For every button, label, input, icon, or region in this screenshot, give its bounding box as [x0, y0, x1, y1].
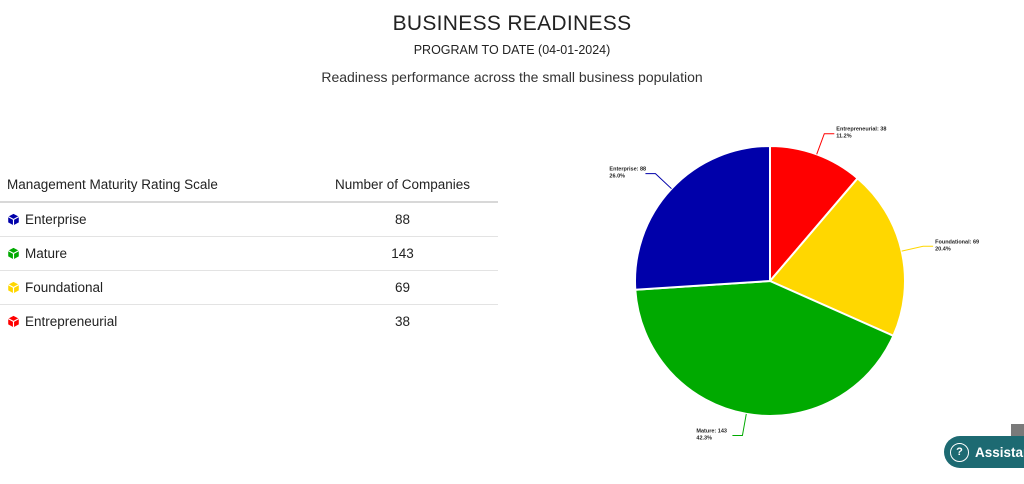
- cube-icon: [7, 281, 20, 294]
- page-title: BUSINESS READINESS: [392, 12, 632, 35]
- cube-icon: [7, 315, 20, 328]
- cube-edges: [7, 284, 20, 294]
- row-label-cell: Foundational: [0, 280, 307, 295]
- slice-percent-foundational: 20.4%: [935, 246, 951, 252]
- row-label-cell: Mature: [0, 246, 307, 261]
- cube-edges: [7, 216, 20, 226]
- column-header-count: Number of Companies: [334, 176, 471, 192]
- table-row: Mature 143: [0, 237, 498, 271]
- table-header: Management Maturity Rating Scale Number …: [0, 167, 498, 203]
- scroll-corner: [1011, 424, 1024, 436]
- row-count: 88: [394, 212, 411, 227]
- cube-icon: [7, 247, 20, 260]
- maturity-table: Management Maturity Rating Scale Number …: [0, 167, 498, 338]
- slice-percent-enterprise: 26.0%: [609, 174, 625, 180]
- assistance-button[interactable]: ? Assistance: [944, 436, 1024, 468]
- slice-percent-mature: 42.3%: [696, 436, 712, 442]
- row-label: Foundational: [25, 280, 104, 295]
- row-label-cell: Enterprise: [0, 212, 307, 227]
- slice-label-foundational: Foundational: 69: [935, 239, 979, 245]
- row-label-cell: Entrepreneurial: [0, 314, 307, 329]
- page-description: Readiness performance across the small b…: [321, 69, 703, 85]
- table-body: Enterprise 88 Mature 143 Foundational 69 Entre…: [0, 203, 498, 338]
- slice-percent-entrepreneurial: 11.2%: [836, 134, 851, 140]
- row-count: 38: [394, 314, 411, 329]
- question-circle-icon: ?: [950, 442, 969, 462]
- row-label: Entrepreneurial: [25, 314, 118, 329]
- column-header-scale: Management Maturity Rating Scale: [7, 176, 218, 192]
- row-count: 69: [394, 280, 411, 295]
- slice-label-enterprise: Enterprise: 88: [609, 167, 646, 173]
- page-subtitle: PROGRAM TO DATE (04-01-2024): [413, 43, 611, 57]
- table-row: Foundational 69: [0, 271, 498, 305]
- table-row: Entrepreneurial 38: [0, 305, 498, 338]
- cube-edges: [7, 318, 20, 328]
- table-row: Enterprise 88: [0, 203, 498, 237]
- row-count: 143: [391, 246, 414, 261]
- leader-line-entrepreneurial: [816, 133, 835, 155]
- pie-chart: Entrepreneurial: 38 11.2% Foundational: 69…: [560, 105, 1010, 470]
- row-label: Mature: [25, 246, 68, 261]
- slice-label-entrepreneurial: Entrepreneurial: 38: [836, 127, 886, 133]
- row-label: Enterprise: [25, 212, 87, 227]
- assistance-label: Assistance: [975, 444, 1024, 460]
- cube-edges: [7, 250, 20, 260]
- slice-label-mature: Mature: 143: [696, 429, 727, 435]
- leader-line-mature: [732, 413, 747, 437]
- pie-slice-enterprise[interactable]: [634, 144, 771, 291]
- leader-line-enterprise: [645, 173, 672, 190]
- cube-icon: [7, 213, 20, 226]
- leader-line-foundational: [901, 245, 934, 252]
